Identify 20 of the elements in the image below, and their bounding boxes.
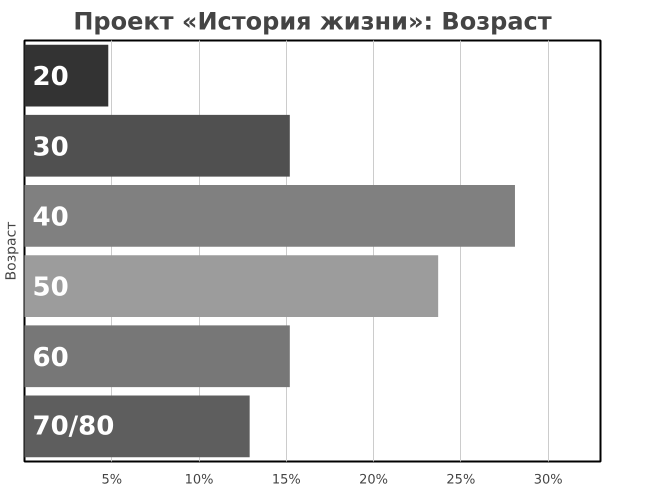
y-axis-title: Возраст [4,222,20,280]
bar [24,396,250,458]
bar [24,44,108,106]
chart-title: Проект «История жизни»: Возраст [73,8,552,36]
bar [24,185,515,247]
y-tick-label: 40 [32,202,69,232]
bar [24,255,438,317]
bar [24,114,290,177]
x-tick-label: 25% [446,472,476,488]
y-tick-label: 20 [32,62,69,92]
bar [24,325,290,388]
x-tick-label: 20% [359,472,388,488]
y-tick-label: 30 [32,132,69,162]
y-tick-label: 70/80 [32,411,114,442]
y-tick-label: 60 [32,342,69,373]
x-tick-label: 10% [184,472,214,488]
x-tick-label: 30% [534,472,563,488]
y-tick-label: 50 [32,272,69,303]
x-tick-label: 5% [101,472,122,488]
x-tick-label: 15% [272,472,301,488]
